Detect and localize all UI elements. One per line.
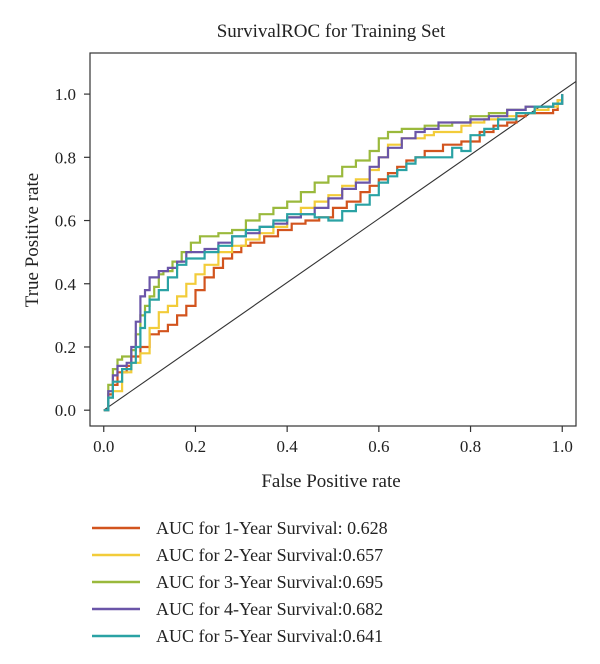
x-tick-label: 0.6	[368, 437, 389, 456]
y-tick-label: 0.2	[55, 338, 76, 357]
x-axis-label: False Positive rate	[261, 471, 400, 492]
legend: AUC for 1-Year Survival: 0.628 AUC for 2-…	[92, 518, 388, 646]
x-tick-label: 0.0	[93, 437, 114, 456]
x-axis: 0.0 0.2 0.4 0.6 0.8 1.0	[93, 426, 573, 456]
x-tick-label: 0.8	[460, 437, 481, 456]
series-line-4	[103, 94, 564, 412]
y-axis: 0.0 0.2 0.4 0.6 0.8 1.0	[55, 85, 90, 420]
legend-label-1: AUC for 1-Year Survival: 0.628	[156, 518, 388, 538]
y-tick-label: 0.0	[55, 401, 76, 420]
legend-label-4: AUC for 4-Year Survival:0.682	[156, 599, 383, 619]
x-tick-label: 0.2	[185, 437, 206, 456]
legend-label-2: AUC for 2-Year Survival:0.657	[156, 545, 383, 565]
series-line-5	[103, 94, 564, 412]
reference-diagonal-line	[103, 80, 576, 411]
y-tick-label: 1.0	[55, 85, 76, 104]
legend-label-5: AUC for 5-Year Survival:0.641	[156, 626, 383, 646]
x-tick-label: 0.4	[277, 437, 299, 456]
x-tick-label: 1.0	[552, 437, 573, 456]
chart-title: SurvivalROC for Training Set	[217, 21, 446, 42]
y-tick-label: 0.4	[55, 275, 77, 294]
y-tick-label: 0.6	[55, 212, 76, 231]
plot-frame	[89, 52, 577, 427]
legend-label-3: AUC for 3-Year Survival:0.695	[156, 572, 383, 592]
plot-area	[103, 80, 576, 412]
y-tick-label: 0.8	[55, 148, 76, 167]
y-axis-label: True Positive rate	[22, 173, 43, 307]
series-line-1	[103, 94, 564, 412]
